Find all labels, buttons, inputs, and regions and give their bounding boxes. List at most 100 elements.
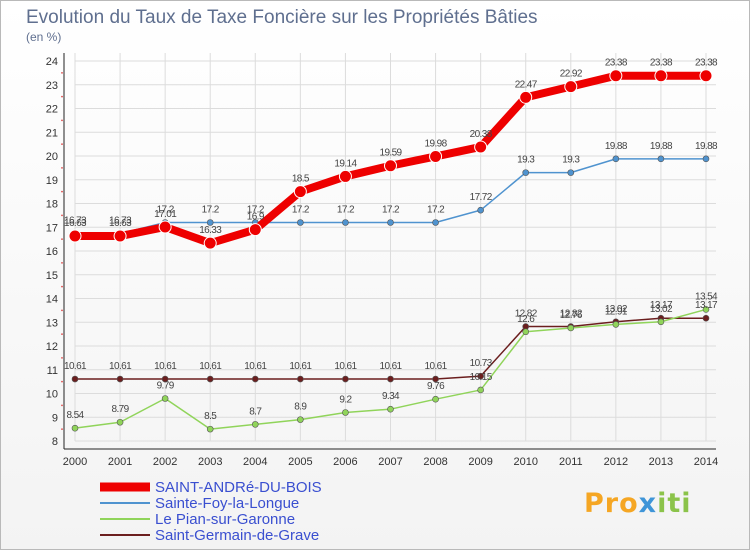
y-minor-tick	[61, 95, 63, 98]
data-label-3: 10.61	[425, 361, 448, 372]
y-minor-tick	[61, 261, 63, 264]
y-tick-label: 24	[46, 56, 58, 68]
data-point-2	[206, 425, 214, 433]
data-point-0	[113, 229, 127, 243]
data-point-2	[342, 409, 349, 416]
y-minor-tick	[61, 119, 63, 122]
data-label-0: 17.01	[154, 209, 177, 220]
data-label-0: 16.63	[109, 218, 132, 229]
data-label-2: 8.79	[112, 404, 130, 415]
data-point-3	[297, 375, 304, 383]
x-tick-label: 2002	[153, 456, 177, 468]
data-label-0: 19.59	[379, 148, 402, 159]
x-tick-label: 2005	[288, 456, 312, 468]
data-label-2: 9.2	[339, 395, 352, 406]
data-label-0: 16.33	[199, 225, 222, 236]
data-point-0	[338, 169, 352, 183]
data-label-3: 10.61	[199, 361, 222, 372]
y-minor-tick	[61, 404, 63, 407]
data-label-1: 19.3	[562, 155, 580, 166]
data-point-2	[387, 405, 394, 413]
data-label-1: 19.3	[517, 155, 535, 166]
data-point-1	[342, 219, 349, 226]
y-minor-tick	[61, 380, 63, 383]
data-label-0: 22.47	[515, 79, 538, 90]
data-label-1: 17.72	[470, 192, 493, 203]
y-tick-label: 9	[52, 412, 58, 424]
data-point-2	[251, 421, 259, 428]
data-label-3: 12.82	[560, 309, 583, 320]
data-label-1: 17.2	[382, 205, 400, 216]
data-point-2	[657, 318, 665, 326]
y-minor-tick	[61, 428, 63, 431]
y-minor-tick	[61, 333, 63, 336]
data-label-0: 23.38	[605, 58, 628, 69]
data-label-0: 22.92	[560, 69, 583, 80]
legend-label-3: Saint-Germain-de-Grave	[155, 527, 319, 544]
y-tick-label: 13	[46, 317, 58, 329]
data-point-0	[609, 69, 623, 83]
x-tick-label: 2000	[63, 456, 87, 468]
data-point-3	[432, 375, 439, 383]
x-tick-label: 2006	[333, 456, 357, 468]
data-label-3: 13.02	[605, 304, 628, 315]
data-label-2: 12.6	[517, 314, 535, 325]
data-point-1	[522, 169, 530, 176]
y-tick-label: 22	[46, 104, 58, 116]
data-label-2: 13.02	[650, 304, 673, 315]
data-label-3: 10.61	[289, 361, 312, 372]
data-label-1: 17.2	[292, 205, 310, 216]
data-label-1: 16.73	[64, 216, 87, 227]
y-tick-label: 18	[46, 199, 58, 211]
data-label-0: 19.98	[425, 138, 448, 149]
data-point-1	[702, 155, 710, 163]
data-label-3: 10.61	[244, 361, 267, 372]
data-point-1	[567, 169, 575, 176]
data-point-0	[519, 90, 533, 104]
data-point-3	[477, 372, 484, 380]
data-label-2: 12.91	[605, 306, 628, 317]
y-tick-label: 16	[46, 246, 58, 258]
data-label-2: 9.79	[157, 380, 175, 391]
y-minor-tick	[61, 190, 63, 193]
x-tick-label: 2013	[649, 456, 673, 468]
y-tick-label: 14	[46, 294, 58, 306]
data-point-0	[248, 223, 262, 237]
y-tick-label: 15	[46, 270, 58, 282]
data-point-2	[612, 321, 620, 328]
data-label-1: 17.2	[202, 205, 220, 216]
data-point-3	[161, 375, 169, 383]
data-point-0	[474, 140, 488, 154]
data-label-3: 10.61	[64, 361, 87, 372]
data-label-2: 13.54	[695, 291, 718, 302]
data-point-1	[657, 155, 665, 163]
y-minor-tick	[61, 356, 63, 359]
data-label-3: 12.82	[515, 309, 538, 320]
data-label-3: 10.61	[109, 361, 132, 372]
y-minor-tick	[61, 166, 63, 169]
data-label-0: 19.14	[334, 158, 357, 169]
y-minor-tick	[61, 71, 63, 74]
data-label-1: 19.88	[650, 141, 673, 152]
plot-area	[68, 69, 713, 433]
data-label-2: 8.5	[204, 411, 217, 422]
data-point-1	[432, 219, 439, 226]
legend-label-2: Le Pian-sur-Garonne	[155, 511, 295, 528]
data-label-2: 8.7	[249, 406, 262, 417]
data-point-2	[71, 424, 79, 432]
data-point-2	[297, 416, 304, 423]
y-tick-label: 8	[52, 436, 58, 448]
data-label-1: 16.73	[109, 216, 132, 227]
data-point-0	[384, 159, 397, 173]
x-tick-label: 2014	[694, 456, 718, 468]
y-minor-tick	[61, 214, 63, 217]
x-tick-label: 2004	[243, 456, 267, 468]
data-point-0	[699, 69, 713, 83]
data-label-3: 10.61	[334, 361, 357, 372]
data-label-2: 10.15	[470, 372, 493, 383]
x-tick-label: 2001	[108, 456, 132, 468]
data-point-3	[71, 375, 79, 383]
data-point-1	[477, 206, 484, 214]
y-tick-label: 10	[46, 389, 58, 401]
